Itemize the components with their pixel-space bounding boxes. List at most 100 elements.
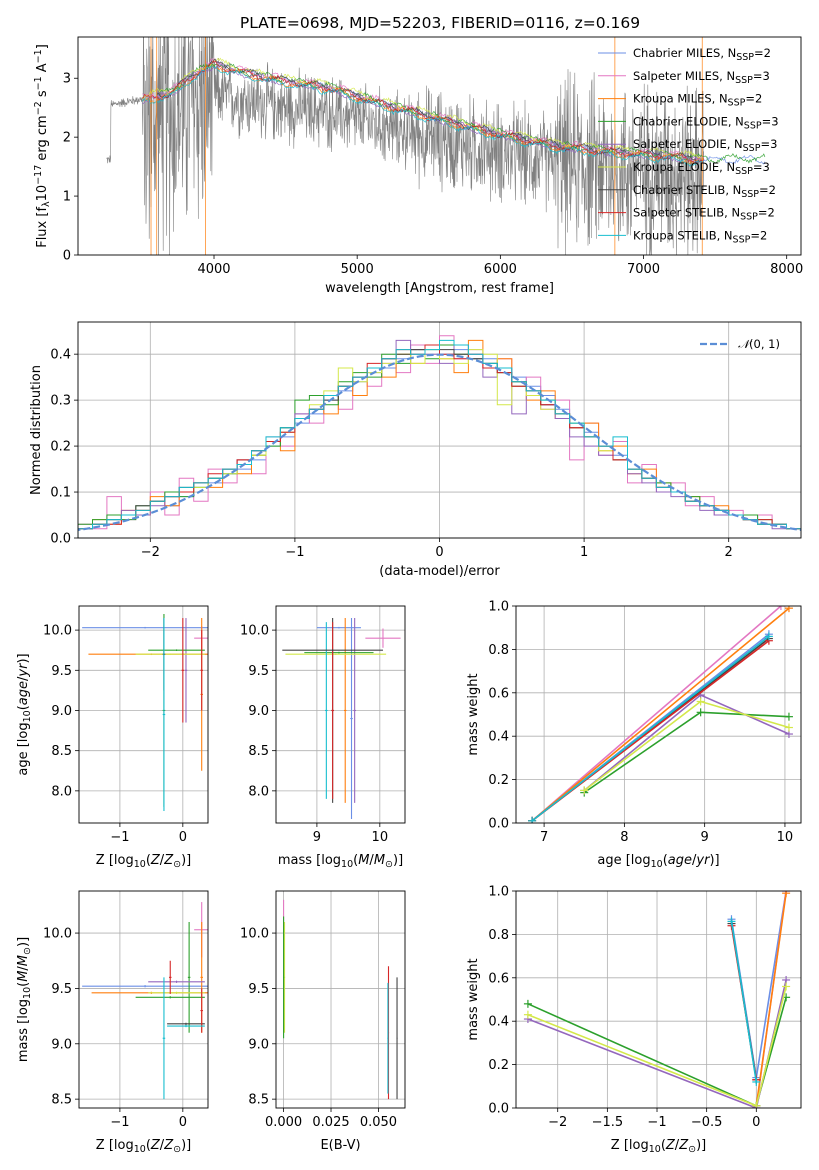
- x-tick-label: −1: [110, 1115, 129, 1130]
- legend-entry: Kroupa STELIB, NSSP=2: [633, 228, 767, 245]
- y-tick-label: 10.0: [43, 927, 72, 942]
- error-bar: [184, 618, 188, 723]
- x-tick-label: 5000: [341, 262, 374, 277]
- y-axis-label: Flux [fλ10−17 erg cm−2 s−1 A−1]: [33, 44, 52, 248]
- x-tick-label: 9: [701, 830, 709, 845]
- error-bar: [162, 618, 166, 811]
- plot-area: [78, 335, 801, 538]
- panel-age_vs_z: −1 0 8.0 8.5 9.0 9.5 10.0 Z [log10(Z/Z⊙)] age [l…: [16, 605, 209, 870]
- error-bar: [343, 618, 347, 803]
- x-tick-label: 7000: [627, 262, 660, 277]
- y-tick-label: 9.0: [248, 704, 269, 719]
- figure-title: PLATE=0698, MJD=52203, FIBERID=0116, z=0…: [240, 14, 640, 32]
- panel-mass_vs_z: −1 0 8.5 9.0 9.5 10.0 Z [log10(Z/Z⊙)] mass [log…: [16, 890, 209, 1155]
- axes-frame: [515, 890, 802, 1109]
- mass-weight-point: [784, 723, 793, 732]
- mass-weight-point: [696, 708, 705, 717]
- error-bar: [304, 651, 374, 654]
- axes-frame: [77, 36, 802, 256]
- model-spectrum-line: [156, 58, 704, 164]
- y-axis-label: mass weight: [466, 673, 481, 755]
- error-bar: [353, 618, 356, 803]
- mass-weight-line: [730, 921, 758, 1083]
- mass-weight-point: [784, 712, 793, 721]
- mass-weight-point: [752, 1101, 761, 1108]
- mass-weight-line: [531, 606, 782, 822]
- x-axis-label: E(B-V): [320, 1138, 360, 1153]
- legend-entry: Chabrier STELIB, NSSP=2: [633, 183, 776, 200]
- error-bar: [167, 1024, 205, 1028]
- plot-area: [82, 902, 208, 1100]
- x-axis-label: wavelength [Angstrom, rest frame]: [325, 281, 554, 296]
- axes-frame: [275, 605, 406, 824]
- y-tick-label: 0.0: [488, 817, 509, 832]
- x-tick-label: 9: [313, 830, 321, 845]
- x-axis-label: (data-model)/error: [379, 564, 500, 579]
- mass-weight-point: [523, 1010, 532, 1019]
- x-tick-label: 10: [372, 830, 389, 845]
- error-bar: [396, 977, 398, 1100]
- x-tick-label: −1: [110, 830, 129, 845]
- y-axis-label: mass [log10(M/M⊙)]: [16, 937, 33, 1062]
- error-bar: [285, 653, 387, 656]
- x-axis-label: Z [log10(Z/Z⊙)]: [96, 1138, 191, 1155]
- y-tick-label: 0.8: [488, 643, 509, 658]
- y-tick-label: 1.0: [488, 600, 509, 615]
- x-axis-label: age [log10(age/yr)]: [597, 853, 719, 870]
- y-axis-label: Normed distribution: [29, 365, 44, 495]
- x-tick-label: 8: [620, 830, 628, 845]
- legend-entry: Kroupa ELODIE, NSSP=3: [633, 160, 770, 177]
- y-tick-label: 8.5: [248, 744, 269, 759]
- mass-weight-point: [727, 917, 736, 926]
- normal-curve: [78, 353, 801, 532]
- axes-frame: [275, 890, 406, 1109]
- x-tick-label: 0.000: [265, 1115, 302, 1130]
- x-tick-label: 0: [179, 830, 187, 845]
- mass-weight-line: [531, 635, 770, 822]
- mass-weight-point: [782, 891, 791, 898]
- panel-age_vs_mass: 9 10 8.0 8.5 9.0 9.5 10.0 mass [log10(M/M⊙)]: [240, 605, 406, 870]
- error-bar: [350, 618, 353, 819]
- x-axis-label: Z [log10(Z/Z⊙)]: [96, 853, 191, 870]
- error-bar: [316, 626, 361, 629]
- model-spectrum-line: [142, 65, 704, 167]
- y-tick-label: 0.6: [488, 686, 509, 701]
- x-tick-label: 0: [179, 1115, 187, 1130]
- axes-frame: [515, 605, 802, 824]
- y-axis-label: mass weight: [466, 958, 481, 1040]
- panel-spectrum: 4000 5000 6000 7000 8000 0 1 2 3 wavelength [Angs…: [33, 36, 803, 296]
- error-bar: [148, 980, 205, 983]
- error-bar: [82, 626, 208, 629]
- y-tick-label: 8.0: [51, 784, 72, 799]
- y-tick-label: 1.0: [488, 885, 509, 900]
- y-tick-label: 3: [63, 72, 71, 87]
- x-tick-label: 7: [540, 830, 548, 845]
- x-tick-label: 1: [580, 545, 588, 560]
- x-tick-label: 6000: [484, 262, 517, 277]
- plot-area: [283, 899, 398, 1100]
- y-tick-label: 9.5: [248, 664, 269, 679]
- y-tick-label: 9.0: [248, 1037, 269, 1052]
- axes-frame: [78, 605, 209, 824]
- y-tick-label: 10.0: [43, 624, 72, 639]
- y-tick-label: 0: [63, 249, 71, 264]
- x-tick-label: 2: [725, 545, 733, 560]
- y-tick-label: 8.5: [51, 1093, 72, 1108]
- mass-weight-line: [755, 893, 787, 1106]
- x-tick-label: 0: [435, 545, 443, 560]
- y-tick-label: 0.2: [488, 773, 509, 788]
- mass-weight-point: [752, 1077, 761, 1086]
- legend: Chabrier MILES, NSSP=2 Salpeter MILES, NS…: [598, 46, 779, 245]
- x-tick-label: −1: [647, 1115, 666, 1130]
- plot-area: [106, 37, 766, 255]
- error-bar: [187, 922, 191, 1033]
- y-tick-label: 0.8: [488, 928, 509, 943]
- error-bar: [200, 988, 203, 1033]
- y-tick-label: 1: [63, 190, 71, 205]
- error-bar: [82, 985, 208, 988]
- mass-weight-point: [776, 606, 785, 610]
- panel-residuals: −2 −1 0 1 2 0.0 0.1 0.2 0.3 0.4 (data-model)/error…: [29, 321, 802, 579]
- x-tick-label: −1.5: [592, 1115, 624, 1130]
- mass-weight-point: [523, 999, 532, 1008]
